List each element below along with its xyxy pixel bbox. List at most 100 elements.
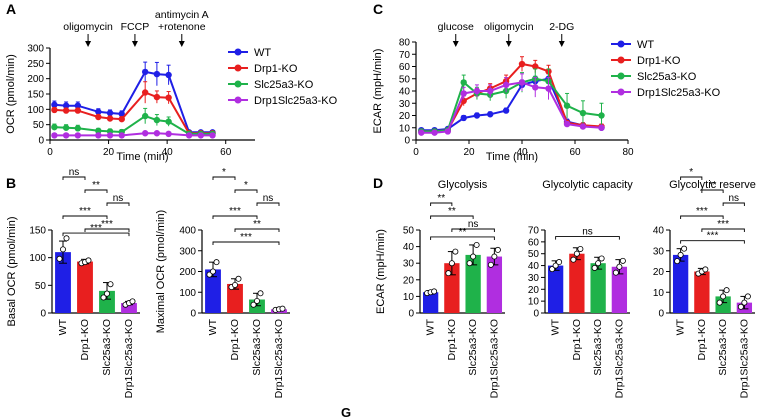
category-label: WT — [425, 318, 437, 335]
significance-bracket — [234, 189, 258, 193]
data-point — [106, 109, 114, 117]
data-point — [95, 113, 102, 121]
replicate-point — [253, 297, 260, 304]
replicate-point — [473, 241, 480, 248]
data-point — [74, 102, 82, 109]
significance-bracket — [84, 189, 108, 193]
y-tick-label: 100 — [179, 288, 196, 299]
legend-swatch-marker — [234, 96, 242, 104]
data-point — [74, 107, 82, 114]
replicate-point — [741, 299, 748, 306]
y-tick-label: 40 — [403, 242, 415, 253]
legend-label: Slc25a3-KO — [254, 79, 314, 91]
significance-label: * — [222, 167, 226, 178]
data-point — [95, 132, 102, 139]
replicate-point — [487, 261, 494, 268]
significance-bracket — [256, 202, 280, 206]
replicate-point — [85, 257, 92, 264]
legend-label: Slc25a3-KO — [637, 71, 697, 83]
data-point — [473, 112, 481, 119]
data-point — [118, 110, 125, 118]
bar — [611, 266, 628, 313]
replicate-point — [448, 260, 455, 267]
y-tick-label: 100 — [29, 253, 46, 264]
significance-label: *** — [229, 206, 241, 217]
injection-label-line2: +rotenone — [158, 21, 206, 33]
data-point — [165, 71, 172, 79]
y-tick-label: 200 — [27, 74, 44, 85]
y-tick-label: 30 — [399, 99, 411, 110]
data-point — [62, 124, 70, 131]
category-label: Slc25a3-KO — [251, 319, 263, 376]
injection-arrow-head — [452, 41, 459, 47]
chart-panel-d1: D Glycolysis 0 10 20 30 40 50 ECAR (mpH/min) WT Dr… — [373, 175, 505, 398]
data-point — [209, 132, 216, 139]
data-point — [185, 132, 193, 139]
x-tick-label: 20 — [103, 147, 115, 158]
category-label: Drp1-KO — [446, 319, 458, 360]
x-tick-label: 20 — [463, 147, 475, 158]
x-axis-label: Time (min) — [116, 151, 168, 163]
significance-label: ns — [582, 227, 593, 238]
significance-bracket — [430, 236, 495, 240]
bar — [569, 253, 585, 313]
series-line — [421, 77, 602, 132]
replicate-point — [612, 269, 619, 276]
significance-bracket — [722, 202, 745, 206]
data-point — [579, 109, 587, 117]
y-tick-label: 300 — [27, 44, 44, 55]
significance-bracket — [430, 215, 474, 219]
data-point — [460, 79, 467, 86]
x-tick-label: 0 — [413, 147, 419, 158]
replicate-point — [573, 250, 580, 257]
bar — [205, 269, 221, 313]
injection-label: antimycin A — [155, 9, 209, 21]
y-tick-label: 30 — [653, 246, 665, 257]
y-tick-label: 50 — [403, 226, 415, 237]
data-point — [62, 107, 70, 114]
significance-label: ns — [69, 167, 80, 178]
injection-label: FCCP — [121, 21, 150, 33]
data-point — [598, 112, 605, 119]
legend-swatch-marker — [617, 72, 625, 80]
replicate-point — [431, 288, 438, 295]
x-tick-label: 40 — [162, 147, 174, 158]
bar — [547, 265, 564, 313]
chart-panel-d3: Glycolytic reserve 0 10 20 30 40 WT Drp1-KO Slc2… — [653, 167, 756, 398]
data-point — [197, 132, 205, 139]
y-tick-label: 60 — [528, 237, 540, 248]
category-label: Drp1-KO — [696, 319, 708, 360]
y-tick-label: 70 — [528, 226, 540, 237]
significance-label: ** — [437, 193, 445, 204]
replicate-point — [577, 245, 584, 252]
y-tick-label: 10 — [653, 288, 665, 299]
y-tick-label: 30 — [528, 273, 540, 284]
y-tick-label: 30 — [403, 259, 415, 270]
y-tick-label: 50 — [399, 74, 411, 85]
significance-label: ** — [709, 180, 717, 191]
injection-arrow-head — [505, 41, 512, 47]
significance-bracket — [680, 215, 724, 219]
y-tick-label: 150 — [29, 226, 46, 237]
bar — [227, 283, 243, 313]
chart-title: Glycolytic capacity — [542, 179, 633, 191]
replicate-point — [445, 270, 452, 277]
data-point — [579, 123, 587, 130]
legend-label: Drp1-KO — [637, 55, 681, 67]
replicate-point — [466, 260, 473, 267]
bar — [694, 271, 710, 313]
bar — [55, 252, 71, 313]
data-point — [51, 132, 58, 139]
data-point — [444, 128, 451, 135]
data-point — [62, 132, 70, 139]
x-tick-label: 40 — [516, 147, 528, 158]
injection-label: 2-DG — [549, 21, 574, 33]
injection-arrow-head — [85, 41, 92, 47]
data-point — [95, 127, 102, 134]
y-tick-label: 10 — [399, 123, 411, 134]
significance-label: ** — [459, 227, 467, 238]
legend: WT Drp1-KO Slc25a3-KO Drp1Slc25a3-KO — [611, 39, 721, 99]
significance-bracket — [62, 215, 108, 219]
data-point — [487, 111, 494, 118]
